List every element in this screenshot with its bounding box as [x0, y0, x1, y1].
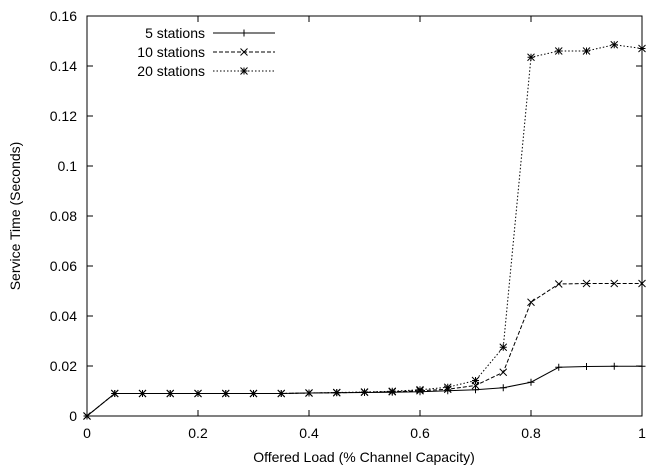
data-point-20-stations — [305, 389, 313, 397]
legend-marker-10-stations — [240, 48, 248, 56]
y-tick-label: 0.04 — [50, 308, 77, 324]
legend-marker-5-stations — [240, 29, 248, 37]
legend-label-10-stations: 10 stations — [137, 44, 205, 60]
axes: 0 0.02 0.04 0.06 0.08 0.1 0.12 0.14 0.16 0 0.2 0.4 0… — [50, 8, 646, 441]
y-tick-label: 0.16 — [50, 8, 77, 24]
data-point-20-stations — [388, 387, 397, 396]
legend-marker-20-stations — [240, 67, 248, 75]
data-point-20-stations — [554, 47, 563, 55]
data-point-20-stations — [166, 389, 175, 398]
series-10-stations — [83, 279, 646, 420]
data-point-20-stations — [443, 383, 452, 392]
data-point-20-stations — [610, 40, 619, 49]
data-point-20-stations — [360, 388, 369, 396]
data-point-10-stations — [527, 298, 535, 307]
data-point-20-stations — [249, 389, 258, 398]
data-point-10-stations — [554, 280, 563, 288]
y-tick-label: 0.06 — [50, 258, 77, 274]
data-point-5-stations — [555, 363, 563, 371]
data-point-10-stations — [582, 279, 591, 288]
y-tick-label: 0.12 — [50, 108, 77, 124]
y-tick-label: 0.1 — [58, 158, 78, 174]
series-group — [83, 40, 646, 420]
data-point-20-stations — [582, 47, 591, 55]
data-point-20-stations — [527, 53, 535, 62]
data-point-20-stations — [499, 343, 508, 352]
data-point-5-stations — [583, 363, 590, 370]
series-20-stations — [83, 40, 646, 420]
data-point-20-stations — [471, 376, 480, 385]
data-point-5-stations — [527, 378, 535, 386]
data-point-20-stations — [332, 388, 341, 397]
data-point-20-stations — [194, 389, 202, 398]
y-axis-title: Service Time (Seconds) — [7, 142, 23, 291]
legend-label-20-stations: 20 stations — [137, 63, 205, 79]
data-point-10-stations — [499, 368, 508, 377]
y-tick-label: 0.14 — [50, 58, 77, 74]
legend-label-5-stations: 5 stations — [145, 25, 205, 41]
x-tick-label: 0.6 — [410, 425, 430, 441]
x-tick-label: 0.8 — [521, 425, 541, 441]
data-point-20-stations — [110, 389, 119, 398]
data-point-20-stations — [138, 389, 147, 398]
data-point-5-stations — [638, 362, 646, 370]
data-point-10-stations — [610, 279, 619, 288]
data-point-5-stations — [610, 362, 618, 370]
data-point-20-stations — [416, 385, 424, 394]
series-line-20-stations — [86, 44, 643, 417]
x-tick-label: 0 — [83, 425, 91, 441]
x-tick-label: 0.4 — [299, 425, 319, 441]
x-axis-title: Offered Load (% Channel Capacity) — [253, 449, 475, 465]
data-point-20-stations — [221, 389, 230, 398]
data-point-20-stations — [638, 44, 646, 53]
data-point-5-stations — [472, 386, 479, 394]
y-tick-label: 0 — [69, 408, 77, 424]
data-point-5-stations — [499, 384, 507, 392]
x-tick-label: 1 — [638, 425, 646, 441]
y-tick-label: 0.08 — [50, 208, 77, 224]
legend: 5 stations 10 stations 20 stations — [137, 25, 275, 79]
y-tick-label: 0.02 — [50, 358, 77, 374]
data-point-20-stations — [83, 412, 91, 420]
data-point-20-stations — [277, 389, 286, 398]
x-tick-label: 0.2 — [188, 425, 208, 441]
data-point-10-stations — [638, 279, 646, 288]
